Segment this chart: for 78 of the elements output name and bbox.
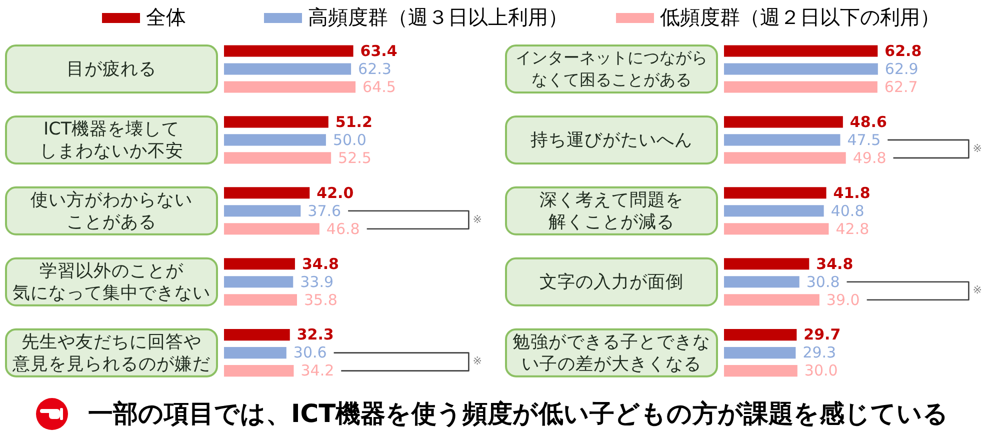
data-label: 49.8 [852, 148, 886, 167]
bar [724, 45, 878, 57]
bar [224, 294, 297, 306]
bar [724, 365, 798, 377]
text: ※ [972, 142, 982, 155]
text: ※ [472, 212, 482, 226]
y-tick-label: 使い方がわからないことがある [30, 189, 192, 232]
data-label: 32.3 [296, 326, 334, 344]
y-tick-label: 文字の入力が面倒 [540, 271, 684, 292]
data-label: 62.7 [884, 78, 918, 96]
data-label: 33.9 [300, 272, 334, 291]
text: ※ [972, 284, 982, 297]
data-label: 52.5 [338, 148, 372, 167]
bar [224, 365, 294, 377]
data-label: 47.5 [847, 130, 881, 149]
bar [224, 329, 290, 341]
bar [724, 329, 797, 341]
data-label: 29.7 [804, 326, 841, 344]
bar [224, 63, 352, 75]
bar [724, 276, 800, 288]
bar [224, 187, 310, 199]
legend-label: 高頻度群（週３日以上利用） [308, 5, 568, 30]
data-label: 64.5 [362, 78, 396, 96]
data-label: 42.8 [836, 220, 870, 238]
y-tick-label: ICT機器を壊してしまわないか不安 [40, 119, 184, 162]
bar [724, 205, 824, 217]
data-label: 63.4 [360, 42, 398, 60]
data-label: 62.3 [358, 60, 392, 78]
y-tick-label: 目が疲れる [66, 60, 156, 80]
bar [224, 223, 320, 235]
bar [724, 116, 843, 128]
data-label: 48.6 [850, 112, 887, 131]
data-label: 42.0 [316, 184, 354, 202]
data-label: 40.8 [830, 202, 864, 220]
bar [724, 187, 826, 199]
data-label: 30.0 [804, 362, 838, 380]
y-tick-label: 学習以外のことが気になって集中できない [12, 261, 210, 304]
bar [224, 45, 354, 57]
bar [224, 205, 301, 217]
bar [724, 258, 810, 270]
y-tick-label: 勉強ができる子とできない子の差が大きくなる [512, 332, 710, 374]
y-tick-label: 先生や友だちに回答や意見を見られるのが嫌だ [12, 332, 210, 374]
legend-label: 低頻度群（週２日以下の利用） [660, 5, 940, 30]
data-label: 50.0 [332, 130, 366, 149]
text: ※ [472, 354, 482, 368]
data-label: 30.8 [806, 272, 840, 291]
y-tick-label: 深く考えて問題を解くことが減る [540, 190, 684, 232]
bar [224, 276, 294, 288]
data-label: 46.8 [326, 220, 360, 238]
data-label: 34.8 [816, 254, 854, 273]
bar [724, 152, 846, 164]
legend-label: 全体 [146, 5, 186, 30]
data-label: 35.8 [304, 290, 338, 309]
bar [224, 152, 332, 164]
y-tick-label: インターネットにつながらなくて困ることがある [516, 48, 708, 90]
bar [724, 347, 796, 359]
data-label: 51.2 [335, 112, 372, 131]
data-label: 30.6 [293, 344, 327, 362]
data-label: 34.8 [302, 254, 339, 273]
bar [224, 116, 328, 128]
data-label: 37.6 [308, 202, 342, 220]
data-label: 62.8 [884, 42, 922, 60]
bar [724, 294, 820, 306]
bar [224, 347, 286, 359]
bar [224, 81, 356, 93]
bar [724, 81, 878, 93]
data-label: 62.9 [884, 60, 918, 78]
data-label: 29.3 [802, 344, 836, 362]
y-tick-label: 持ち運びがたいへん [530, 130, 692, 150]
text: 一部の項目では、ICT機器を使う頻度が低い子どもの方が課題を感じている [88, 398, 949, 430]
data-label: 39.0 [826, 290, 860, 309]
bar [224, 134, 326, 146]
bar [724, 63, 878, 75]
bar [724, 134, 840, 146]
bar [224, 258, 295, 270]
data-label: 41.8 [833, 184, 870, 202]
bar [724, 223, 829, 235]
data-label: 34.2 [300, 362, 334, 380]
